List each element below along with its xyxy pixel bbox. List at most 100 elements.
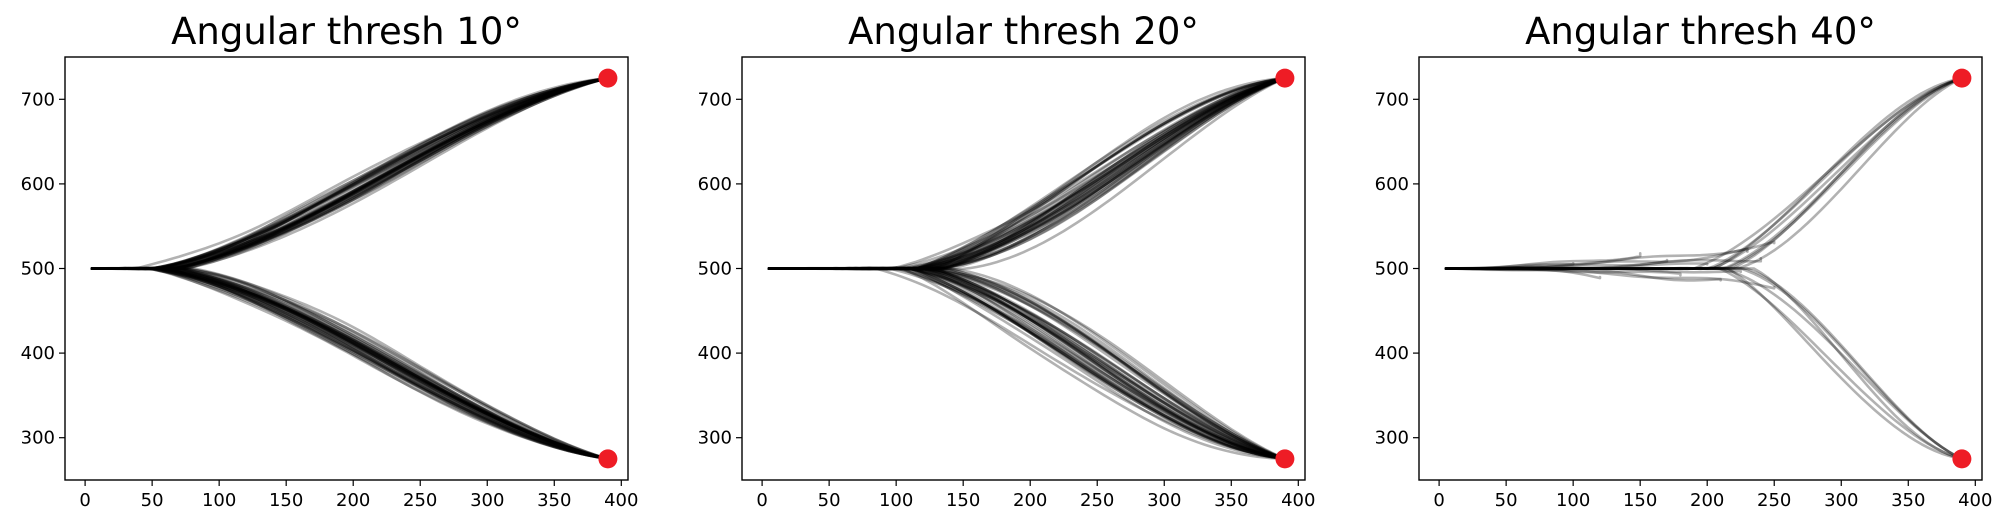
trajectory-line	[90, 76, 610, 270]
trajectory-line	[90, 267, 610, 461]
truncated-trajectory-line	[1444, 257, 1763, 270]
trajectory-line	[90, 76, 610, 270]
trajectory-line	[90, 267, 610, 461]
truncated-trajectory-line	[1444, 240, 1776, 270]
trajectory-line	[767, 76, 1287, 271]
trajectory-line	[90, 76, 610, 270]
trajectory-line	[90, 76, 610, 270]
plot-area	[90, 76, 610, 461]
trajectory-line	[90, 267, 610, 461]
target-marker	[1952, 68, 1972, 88]
x-tick-label: 350	[537, 490, 571, 511]
trajectory-line	[90, 267, 610, 461]
trajectory-line	[90, 76, 610, 270]
x-tick-label: 100	[879, 490, 913, 511]
trajectory-line	[90, 267, 610, 461]
trajectory-line	[767, 266, 1287, 461]
y-tick-label: 300	[21, 428, 55, 449]
trajectory-line	[90, 267, 610, 461]
chart-panel-3: 0 50 100 150 200 250 300 350 400 300 400 500 600 700 A…	[1375, 10, 1993, 511]
trajectory-line	[1444, 76, 1964, 271]
trajectory-line	[1444, 76, 1964, 271]
truncated-trajectory-line	[1444, 258, 1669, 270]
trajectory-line	[767, 266, 1287, 461]
x-tick-label: 200	[1690, 490, 1724, 511]
trajectory-line	[767, 266, 1287, 461]
trajectory-line	[90, 76, 610, 270]
trajectory-line	[90, 76, 610, 271]
trajectory-line	[90, 76, 610, 270]
panel-title: Angular thresh 20°	[848, 10, 1199, 53]
trajectory-line	[767, 76, 1287, 271]
truncated-trajectory-line	[1444, 247, 1749, 270]
trajectory-line	[90, 267, 610, 461]
truncated-trajectory-line	[1444, 267, 1682, 277]
trajectory-line	[767, 76, 1287, 271]
trajectory-line	[767, 76, 1287, 270]
plot-area	[767, 76, 1287, 461]
trajectory-line	[767, 267, 1287, 461]
trajectory-line	[90, 267, 610, 461]
trajectory-line	[90, 267, 610, 461]
trajectory-line	[90, 76, 610, 270]
trajectory-line	[767, 76, 1287, 271]
trajectory-line	[90, 76, 610, 270]
x-tick-label: 300	[1147, 490, 1181, 511]
trajectory-line	[767, 76, 1287, 270]
trajectory-line	[90, 266, 610, 461]
trajectory-line	[90, 266, 610, 461]
x-tick-label: 50	[1495, 490, 1518, 511]
trajectory-line	[90, 266, 610, 461]
y-tick-label: 700	[698, 89, 732, 110]
trajectory-line	[90, 266, 610, 461]
trajectory-line	[767, 266, 1287, 461]
trajectory-line	[90, 267, 610, 461]
trajectory-line	[1444, 76, 1964, 271]
trajectory-line	[767, 76, 1287, 271]
trajectory-line	[767, 266, 1287, 461]
trajectory-line	[767, 266, 1287, 461]
trajectory-line	[767, 76, 1287, 271]
y-tick-label: 400	[698, 343, 732, 364]
target-marker	[1952, 449, 1972, 469]
x-tick-label: 400	[1281, 490, 1315, 511]
trajectory-line	[767, 267, 1287, 461]
trajectory-line	[767, 76, 1287, 270]
trajectory-line	[767, 76, 1287, 271]
truncated-trajectory-line	[1444, 252, 1642, 270]
trajectory-line	[767, 267, 1287, 461]
trajectory-line	[90, 266, 610, 461]
trajectory-line	[90, 76, 610, 270]
target-marker	[1275, 449, 1295, 469]
trajectory-line	[90, 267, 610, 461]
trajectory-line	[90, 267, 610, 461]
trajectory-line	[90, 266, 610, 461]
x-tick-label: 150	[1623, 490, 1657, 511]
trajectory-line	[90, 76, 610, 271]
trajectory-line	[90, 76, 610, 270]
trajectory-line	[767, 76, 1287, 270]
trajectory-line	[1444, 267, 1964, 461]
trajectory-line	[767, 76, 1287, 270]
truncated-trajectory-line	[1444, 262, 1575, 270]
trajectory-line	[767, 267, 1287, 461]
panel-title: Angular thresh 40°	[1525, 10, 1876, 53]
trajectory-line	[90, 267, 610, 461]
trajectory-line	[767, 76, 1287, 271]
trajectory-line	[90, 76, 610, 271]
trajectory-line	[767, 76, 1287, 271]
trajectory-line	[767, 267, 1287, 461]
x-tick-label: 200	[1013, 490, 1047, 511]
trajectory-line	[767, 76, 1287, 271]
trajectory-line	[767, 267, 1287, 461]
trajectory-line	[767, 76, 1287, 271]
x-tick-label: 300	[1824, 490, 1858, 511]
trajectory-line	[767, 266, 1287, 461]
trajectory-line	[90, 267, 610, 461]
x-tick-label: 300	[470, 490, 504, 511]
trajectory-line	[767, 266, 1287, 461]
trajectory-line	[767, 267, 1287, 461]
x-tick-label: 400	[604, 490, 638, 511]
trajectory-line	[767, 266, 1287, 461]
trajectory-line	[767, 267, 1287, 461]
